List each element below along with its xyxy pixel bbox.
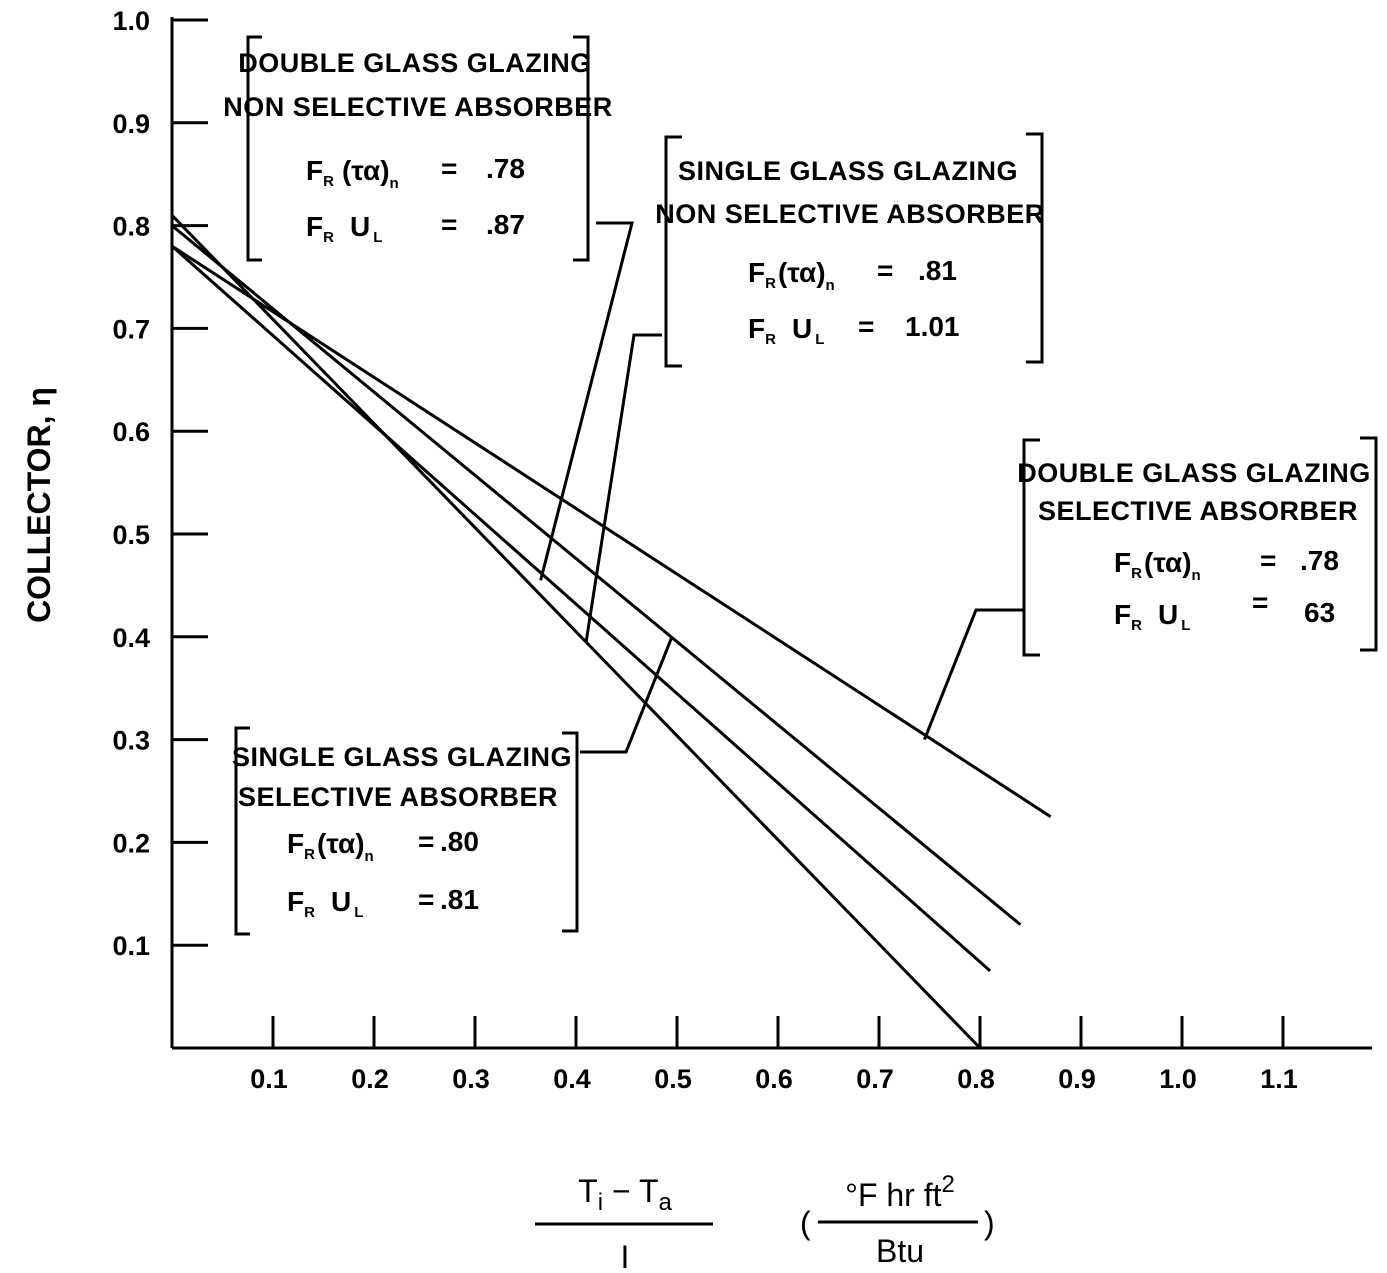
x-tick-label: 0.9: [1058, 1064, 1096, 1094]
bracket-right: [573, 35, 590, 262]
x-unit-denominator: Btu: [876, 1233, 924, 1269]
annotation-value: .81: [918, 255, 957, 286]
series-line-4: [170, 214, 982, 1050]
annotation-value: .78: [1300, 545, 1339, 576]
annotation-title: DOUBLE GLASS GLAZING: [238, 48, 592, 78]
y-tick-label: 0.2: [112, 828, 150, 858]
annotation-param: FR(τα)n: [748, 257, 835, 294]
bracket-right: [1026, 132, 1044, 364]
annotation-param: FR(τα)n: [306, 155, 399, 192]
annotation-title: SELECTIVE ABSORBER: [238, 782, 558, 812]
x-label-numerator: Ti − Ta: [578, 1173, 672, 1216]
leader-line-4: [580, 636, 674, 754]
x-tick-label: 0.3: [452, 1064, 490, 1094]
leader-lines: [539, 221, 1024, 754]
annotation-eq: =: [441, 209, 457, 240]
annotation-eq: =: [418, 884, 434, 915]
annotation-param: FR U L: [287, 886, 363, 921]
x-unit-numerator: °F hr ft2: [845, 1171, 955, 1213]
x-unit-open-paren: (: [800, 1205, 811, 1241]
y-axis-label: COLLECTOR, η: [21, 387, 57, 623]
annotation-title: SINGLE GLASS GLAZING: [232, 742, 572, 772]
annotation-param: FR(τα)n: [287, 828, 374, 865]
x-tick-label: 0.4: [553, 1064, 591, 1094]
x-tick-label: 1.0: [1159, 1064, 1197, 1094]
annotation-value: .87: [486, 209, 525, 240]
annotation-box-single-non-selective: SINGLE GLASS GLAZING NON SELECTIVE ABSOR…: [655, 132, 1045, 368]
bracket-left: [1022, 438, 1040, 657]
annotation-box-single-selective: SINGLE GLASS GLAZING SELECTIVE ABSORBER …: [232, 726, 579, 936]
leader-line-3: [923, 608, 1024, 741]
x-axis-label: Ti − Ta I ( °F hr ft2 Btu ): [535, 1171, 995, 1273]
leader-line-2: [584, 333, 662, 643]
x-tick-label: 1.1: [1260, 1064, 1298, 1094]
x-tick-label: 0.2: [351, 1064, 389, 1094]
x-label-denominator: I: [621, 1239, 630, 1273]
annotation-value: .81: [440, 884, 479, 915]
bracket-left: [246, 35, 262, 262]
bracket-left: [234, 726, 250, 936]
bracket-right: [562, 731, 579, 933]
annotation-title: SINGLE GLASS GLAZING: [678, 156, 1018, 186]
y-ticks: 0.1 0.2 0.3 0.4 0.5 0.6 0.7 0.8 0.9 1.0: [112, 6, 208, 961]
annotation-eq: =: [1252, 587, 1268, 618]
y-tick-label: 0.7: [112, 314, 150, 344]
y-tick-label: 0.3: [112, 726, 150, 756]
x-unit-close-paren: ): [984, 1205, 995, 1241]
annotation-param: FR(τα)n: [1114, 547, 1201, 584]
y-tick-label: 0.1: [112, 931, 150, 961]
y-tick-label: 1.0: [112, 6, 150, 36]
y-tick-label: 0.4: [112, 623, 150, 653]
annotation-eq: =: [858, 311, 874, 342]
y-tick-label: 0.9: [112, 109, 150, 139]
annotation-title: DOUBLE GLASS GLAZING: [1017, 458, 1371, 488]
annotation-param: FR U L: [1114, 599, 1190, 634]
annotation-box-double-selective: DOUBLE GLASS GLAZING SELECTIVE ABSORBER …: [1017, 436, 1378, 657]
annotation-eq: =: [1260, 545, 1276, 576]
leader-line-1: [539, 221, 634, 581]
y-tick-label: 0.5: [112, 520, 150, 550]
annotation-value: 63: [1304, 597, 1335, 628]
annotation-box-double-non-selective: DOUBLE GLASS GLAZING NON SELECTIVE ABSOR…: [223, 35, 613, 262]
x-ticks: 0.1 0.2 0.3 0.4 0.5 0.6 0.7 0.8 0.9 1.0 1.1: [250, 1016, 1298, 1094]
x-tick-label: 0.6: [755, 1064, 793, 1094]
x-tick-label: 0.1: [250, 1064, 288, 1094]
annotation-value: 1.01: [905, 311, 960, 342]
annotation-value: .80: [440, 826, 479, 857]
annotation-value: .78: [486, 153, 525, 184]
annotation-eq: =: [418, 826, 434, 857]
bracket-right: [1360, 436, 1378, 652]
annotation-eq: =: [877, 255, 893, 286]
series-line-3: [171, 245, 992, 973]
x-tick-label: 0.5: [654, 1064, 692, 1094]
annotation-param: FR U L: [748, 313, 824, 348]
y-tick-label: 0.6: [112, 417, 150, 447]
annotation-param: FR U L: [306, 211, 382, 246]
series-line-1: [171, 244, 1052, 818]
annotation-title: SELECTIVE ABSORBER: [1038, 496, 1358, 526]
y-tick-label: 0.8: [112, 212, 150, 242]
bracket-left: [664, 135, 682, 368]
annotation-title: NON SELECTIVE ABSORBER: [223, 92, 613, 122]
x-tick-label: 0.7: [856, 1064, 894, 1094]
annotation-eq: =: [441, 153, 457, 184]
x-tick-label: 0.8: [957, 1064, 995, 1094]
annotation-title: NON SELECTIVE ABSORBER: [655, 199, 1045, 229]
